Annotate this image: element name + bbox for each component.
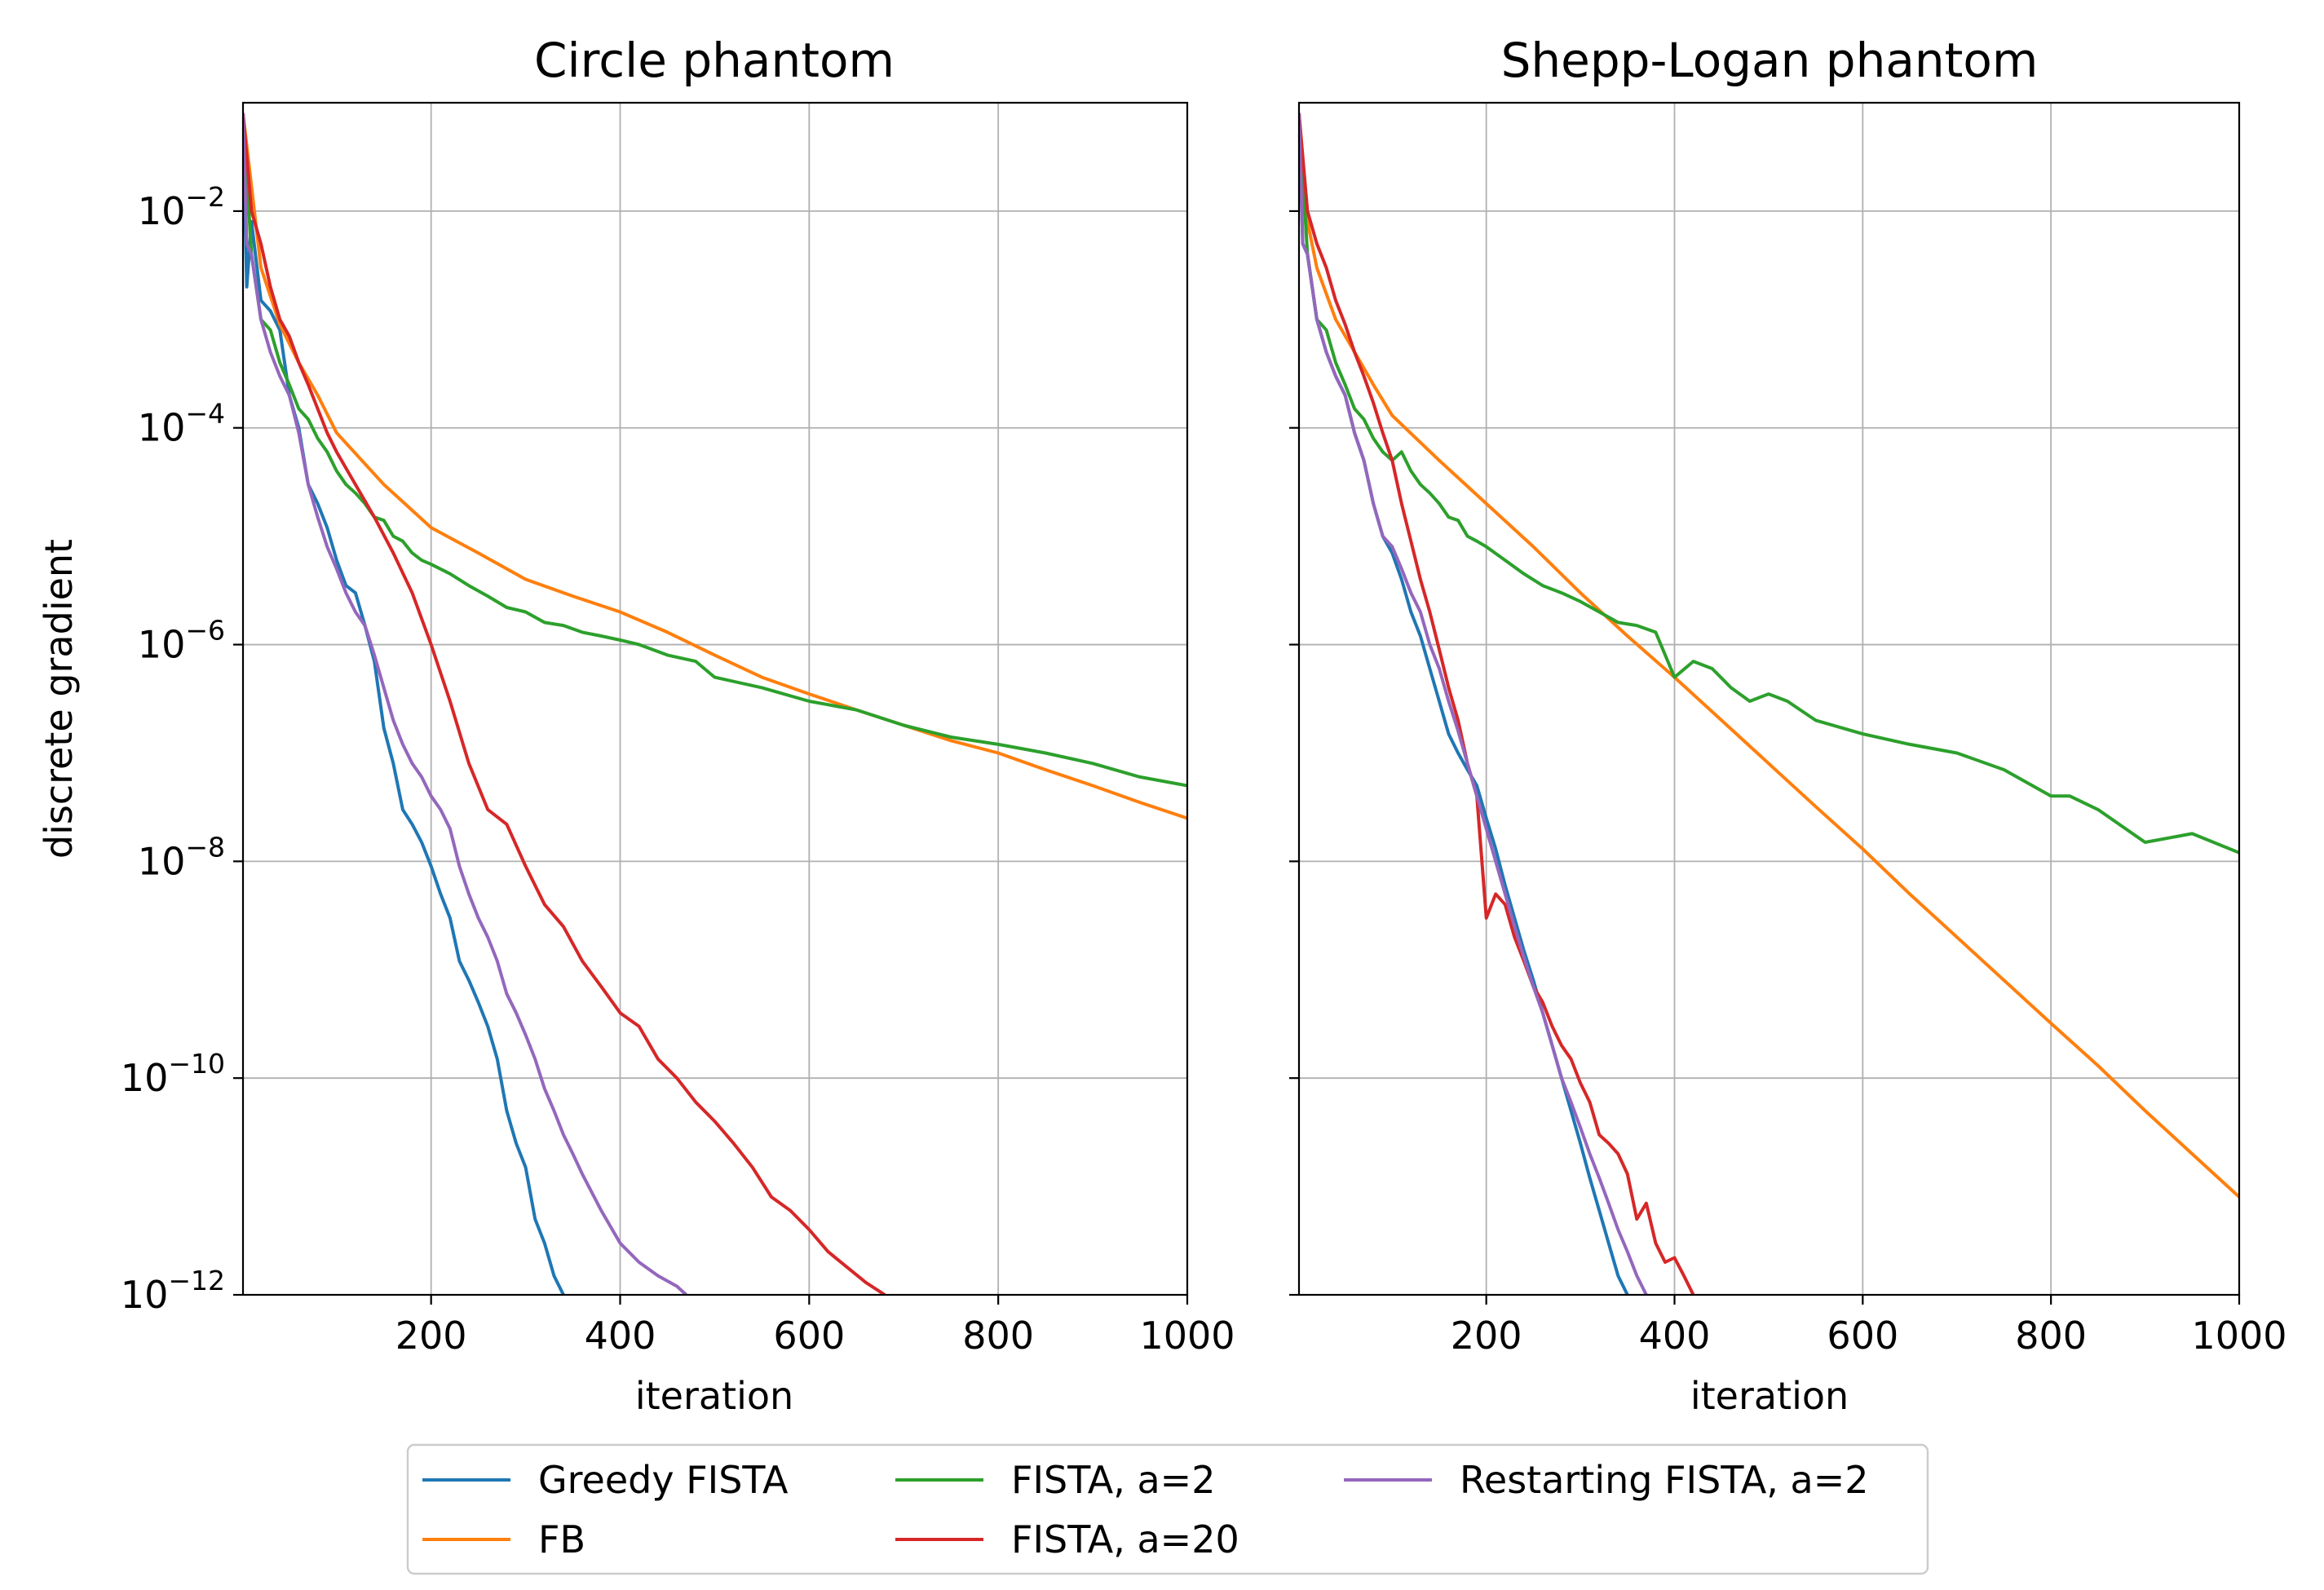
circle-phantom-title: Circle phantom (534, 33, 895, 88)
circle-phantom-frame (241, 101, 1189, 1296)
x-tick-label: 800 (2015, 1314, 2087, 1358)
legend-label: Greedy FISTA (538, 1458, 789, 1502)
legend-item-greedy-fista: Greedy FISTA (422, 1458, 789, 1502)
circle-phantom-series (243, 113, 1187, 1295)
circle-phantom-series-fista-a-20 (243, 113, 886, 1295)
legend-item-fista-a-2: FISTA, a=2 (895, 1458, 1215, 1502)
shepp-logan-phantom-series (1299, 113, 2239, 1295)
legend-label: Restarting FISTA, a=2 (1460, 1458, 1869, 1502)
y-tick-label: 10−2 (138, 181, 225, 233)
y-tick-label: 10−12 (121, 1265, 225, 1317)
x-tick-label: 1000 (2191, 1314, 2286, 1358)
shepp-logan-phantom-frame (1297, 101, 2241, 1296)
shepp-logan-phantom-panel: Shepp-Logan phantom 200 400 600 800 1000 ite… (1289, 33, 2287, 1418)
legend: Greedy FISTA FB FISTA, a=2 FISTA, a=20 Resta… (406, 1443, 1929, 1575)
circle-phantom-series-fista-a-2 (243, 113, 1187, 788)
legend-label: FISTA, a=2 (1011, 1458, 1215, 1502)
legend-item-restarting-fista-a-2: Restarting FISTA, a=2 (1344, 1458, 1869, 1502)
x-tick-label: 800 (962, 1314, 1034, 1358)
shepp-logan-phantom-title: Shepp-Logan phantom (1501, 33, 2039, 88)
y-tick-label: 10−6 (138, 615, 225, 667)
circle-phantom-series-restarting-fista-a-2 (243, 113, 687, 1295)
circle-phantom-x-axis-label: iteration (635, 1374, 793, 1418)
x-tick-label: 1000 (1139, 1314, 1235, 1358)
circle-phantom-series-fb (243, 113, 1187, 820)
shepp-logan-phantom-y-ticks (1289, 210, 1299, 1296)
x-tick-label: 600 (1827, 1314, 1898, 1358)
x-tick-label: 400 (1639, 1314, 1711, 1358)
y-tick-label: 10−10 (121, 1048, 225, 1100)
circle-phantom-grid (243, 103, 1188, 1296)
x-tick-label: 200 (1451, 1314, 1522, 1358)
legend-frame (406, 1443, 1929, 1575)
shepp-logan-phantom-series-fista-a-2 (1299, 113, 2239, 855)
legend-item-fb: FB (422, 1517, 585, 1561)
y-axis-label: discrete gradient (37, 539, 81, 859)
y-tick-label: 10−4 (138, 398, 225, 450)
x-tick-label: 400 (585, 1314, 656, 1358)
shepp-logan-phantom-series-restarting-fista-a-2 (1299, 113, 1648, 1295)
y-tick-label: 10−8 (138, 831, 225, 883)
legend-item-fista-a-20: FISTA, a=20 (895, 1517, 1239, 1561)
legend-label: FISTA, a=20 (1011, 1517, 1239, 1561)
shepp-logan-phantom-x-ticks: 200 400 600 800 1000 (1451, 1295, 2287, 1358)
x-tick-label: 600 (773, 1314, 845, 1358)
circle-phantom-series-greedy-fista (243, 113, 565, 1295)
circle-phantom-panel: Circle phantom 200 400 600 800 1000 10−2 10−4… (37, 33, 1235, 1418)
circle-phantom-x-ticks: 200 400 600 800 1000 (395, 1295, 1235, 1358)
x-tick-label: 200 (395, 1314, 467, 1358)
circle-phantom-y-ticks: 10−2 10−4 10−6 10−8 10−10 10−12 (121, 181, 243, 1317)
shepp-logan-phantom-x-axis-label: iteration (1690, 1374, 1849, 1418)
legend-label: FB (538, 1517, 585, 1561)
shepp-logan-phantom-series-fista-a-20 (1299, 113, 1695, 1295)
